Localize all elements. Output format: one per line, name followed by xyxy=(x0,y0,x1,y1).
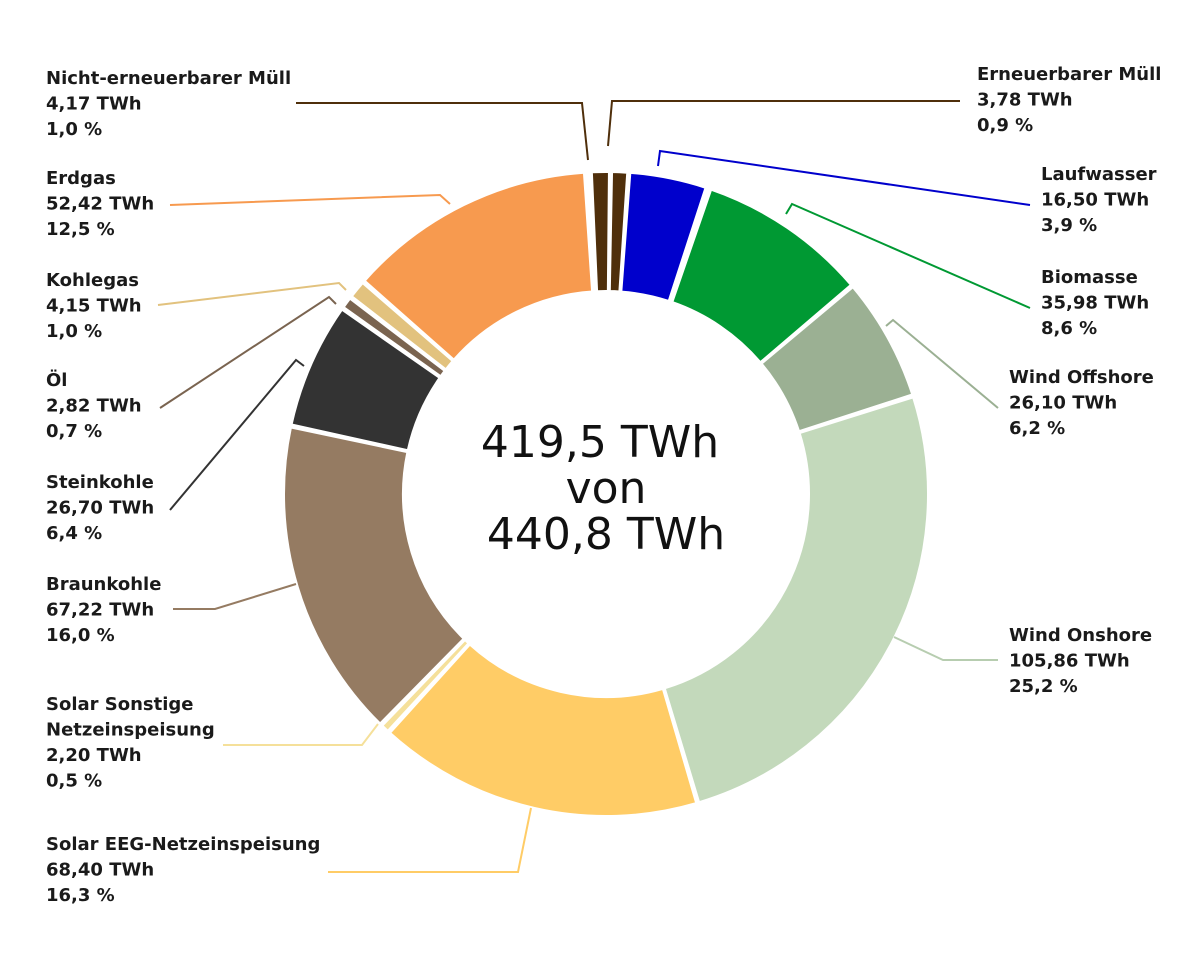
label-value: 4,17 TWh xyxy=(46,94,142,115)
leader-laufwasser xyxy=(657,149,1031,206)
label-name: Wind Offshore xyxy=(1009,367,1154,388)
slice-solar-eeg-netzeinspeisung xyxy=(389,643,698,817)
slice-nicht-erneuerbarer-muell xyxy=(590,171,610,293)
label-kohlegas: Kohlegas 4,15 TWh 1,0 % xyxy=(46,270,142,342)
leader-erneuerbarer-muell xyxy=(607,100,960,147)
slice-solar-sonstige-netzeinspeisung xyxy=(381,639,470,732)
label-percent: 8,6 % xyxy=(1041,318,1097,339)
label-braunkohle: Braunkohle 67,22 TWh 16,0 % xyxy=(46,574,161,646)
label-name: Wind Onshore xyxy=(1009,625,1152,646)
label-value: 26,70 TWh xyxy=(46,498,154,519)
slice-kohlegas xyxy=(350,282,454,371)
label-percent: 1,0 % xyxy=(46,119,102,140)
slice-erdgas xyxy=(363,171,594,361)
leader-solar-eeg-netzeinspeisung xyxy=(328,807,532,873)
label-wind-offshore: Wind Offshore 26,10 TWh 6,2 % xyxy=(1009,367,1154,439)
slice-erneuerbarer-muell xyxy=(608,171,629,293)
label-value: 26,10 TWh xyxy=(1009,393,1117,414)
center-total-max: 440,8 TWh xyxy=(487,509,725,560)
center-total: 419,5 TWh von 440,8 TWh xyxy=(481,417,725,560)
label-percent: 1,0 % xyxy=(46,321,102,342)
label-percent: 25,2 % xyxy=(1009,676,1078,697)
slice-segment-13 xyxy=(586,171,597,293)
label-name: Laufwasser xyxy=(1041,164,1157,185)
label-percent: 16,0 % xyxy=(46,625,115,646)
label-name: Netzeinspeisung xyxy=(46,720,215,741)
label-erneuerbarer-muell: Erneuerbarer Müll 3,78 TWh 0,9 % xyxy=(977,64,1161,136)
leader-steinkohle xyxy=(169,358,305,511)
label-name: Kohlegas xyxy=(46,270,139,291)
label-value: 16,50 TWh xyxy=(1041,190,1149,211)
label-solar-sonstige-netzeinspeisung: Solar Sonstige Netzeinspeisung 2,20 TWh 0,5… xyxy=(46,694,215,792)
label-name: Nicht-erneuerbarer Müll xyxy=(46,68,291,89)
label-percent: 0,9 % xyxy=(977,115,1033,136)
label-percent: 12,5 % xyxy=(46,219,115,240)
leader-kohlegas xyxy=(157,281,347,306)
slice-steinkohle xyxy=(290,308,441,452)
label-percent: 6,2 % xyxy=(1009,418,1065,439)
label-name: Erdgas xyxy=(46,168,116,189)
slice-biomasse xyxy=(671,188,852,364)
label-value: 68,40 TWh xyxy=(46,860,154,881)
label-value: 3,78 TWh xyxy=(977,90,1073,111)
label-value: 2,82 TWh xyxy=(46,396,142,417)
label-name: Erneuerbarer Müll xyxy=(977,64,1161,85)
label-value: 2,20 TWh xyxy=(46,745,142,766)
label-solar-eeg-netzeinspeisung: Solar EEG-Netzeinspeisung 68,40 TWh 16,3 % xyxy=(46,834,320,906)
slice-laufwasser xyxy=(620,171,707,302)
label-name: Öl xyxy=(46,369,67,391)
label-percent: 6,4 % xyxy=(46,523,102,544)
label-percent: 0,5 % xyxy=(46,771,102,792)
label-name: Solar EEG-Netzeinspeisung xyxy=(46,834,320,855)
label-biomasse: Biomasse 35,98 TWh 8,6 % xyxy=(1041,267,1149,339)
slice-labels: Erneuerbarer Müll 3,78 TWh 0,9 % Laufwasser… xyxy=(46,64,1161,906)
slice-oel xyxy=(342,297,446,378)
slice-wind-offshore xyxy=(760,286,914,433)
leader-erdgas xyxy=(169,193,451,206)
label-name: Solar Sonstige xyxy=(46,694,194,715)
label-value: 67,22 TWh xyxy=(46,600,154,621)
leader-wind-onshore xyxy=(893,636,998,661)
slice-segment-2 xyxy=(669,187,710,303)
center-total-value: 419,5 TWh xyxy=(481,417,719,468)
leader-solar-sonstige-netzeinspeisung xyxy=(223,723,379,746)
label-name: Steinkohle xyxy=(46,472,154,493)
label-laufwasser: Laufwasser 16,50 TWh 3,9 % xyxy=(1041,164,1157,236)
donut-slices xyxy=(283,171,929,817)
label-value: 52,42 TWh xyxy=(46,194,154,215)
leader-wind-offshore xyxy=(885,318,999,409)
label-oel: Öl 2,82 TWh 0,7 % xyxy=(46,369,142,442)
leader-braunkohle xyxy=(173,583,297,610)
slice-wind-onshore xyxy=(663,396,929,804)
label-value: 105,86 TWh xyxy=(1009,651,1130,672)
label-percent: 16,3 % xyxy=(46,885,115,906)
leader-oel xyxy=(159,295,337,409)
slice-braunkohle xyxy=(283,426,465,725)
label-percent: 0,7 % xyxy=(46,421,102,442)
label-name: Braunkohle xyxy=(46,574,161,595)
label-value: 35,98 TWh xyxy=(1041,293,1149,314)
label-value: 4,15 TWh xyxy=(46,296,142,317)
label-erdgas: Erdgas 52,42 TWh 12,5 % xyxy=(46,168,154,240)
label-steinkohle: Steinkohle 26,70 TWh 6,4 % xyxy=(46,472,154,544)
leader-lines xyxy=(157,100,1031,873)
label-percent: 3,9 % xyxy=(1041,215,1097,236)
center-total-of: von xyxy=(566,463,647,514)
leader-nicht-erneuerbarer-muell xyxy=(296,102,589,161)
label-wind-onshore: Wind Onshore 105,86 TWh 25,2 % xyxy=(1009,625,1152,697)
label-nicht-erneuerbarer-muell: Nicht-erneuerbarer Müll 4,17 TWh 1,0 % xyxy=(46,68,291,140)
leader-biomasse xyxy=(785,202,1031,309)
label-name: Biomasse xyxy=(1041,267,1138,288)
